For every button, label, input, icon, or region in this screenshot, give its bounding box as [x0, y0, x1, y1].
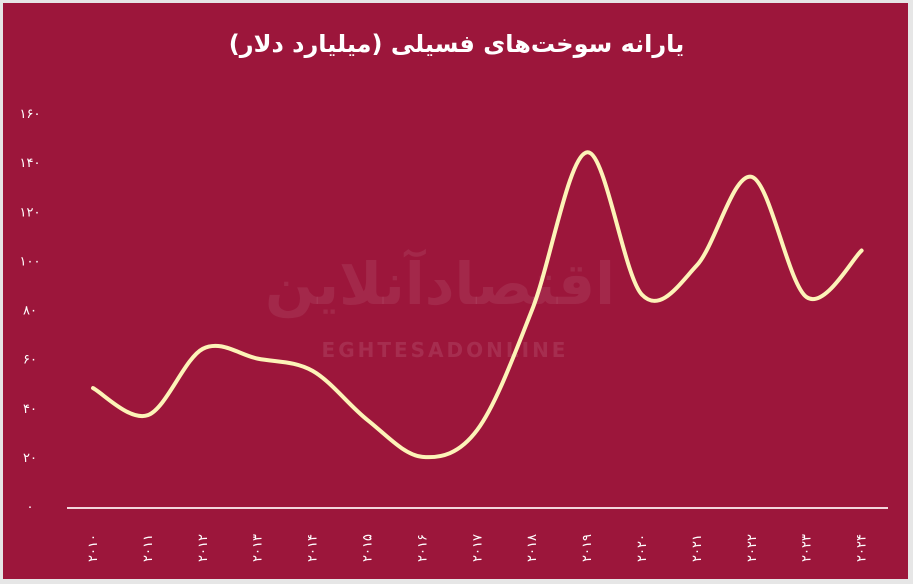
x-tick-label: ۲۰۲۳: [800, 534, 815, 562]
series-line: [91, 150, 864, 460]
y-tick-label: ۶۰: [23, 353, 37, 368]
x-tick-label: ۲۰۱۲: [196, 534, 211, 562]
chart-title: یارانه سوخت‌های فسیلی (میلیارد دلار): [228, 30, 685, 58]
x-tick-label: ۲۰۱۹: [580, 534, 595, 562]
x-tick-label: ۲۰۱۵: [361, 534, 376, 562]
y-tick-label: ۸۰: [23, 304, 37, 319]
y-tick-label: ۱۰۰: [20, 254, 41, 269]
x-tick-label: ۲۰۱۰: [86, 534, 101, 562]
x-tick-label: ۲۰۱۸: [525, 534, 540, 562]
x-tick-label: ۲۰۱۳: [251, 534, 266, 562]
y-tick-label: ۴۰: [23, 402, 37, 417]
watermark-latin: EGHTESADONLINE: [321, 338, 569, 362]
x-tick-label: ۲۰۲۱: [690, 534, 705, 562]
y-tick-label: ۰: [27, 500, 34, 515]
x-tick-label: ۲۰۱۴: [306, 534, 321, 562]
x-tick-label: ۲۰۱۶: [415, 534, 430, 562]
y-tick-label: ۱۲۰: [20, 205, 41, 220]
y-tick-label: ۱۶۰: [20, 107, 41, 122]
x-tick-label: ۲۰۱۱: [141, 534, 156, 562]
x-tick-label: ۲۰۲۲: [745, 534, 760, 562]
y-tick-label: ۲۰: [23, 451, 37, 466]
watermark-logo: اقتصادآنلاین: [265, 250, 615, 318]
y-tick-label: ۱۴۰: [20, 156, 41, 171]
x-tick-label: ۲۰۱۷: [470, 534, 485, 562]
x-tick-label: ۲۰۲۴: [855, 534, 870, 562]
x-tick-label: ۲۰۲۰: [635, 534, 650, 562]
chart-background: [3, 3, 908, 579]
